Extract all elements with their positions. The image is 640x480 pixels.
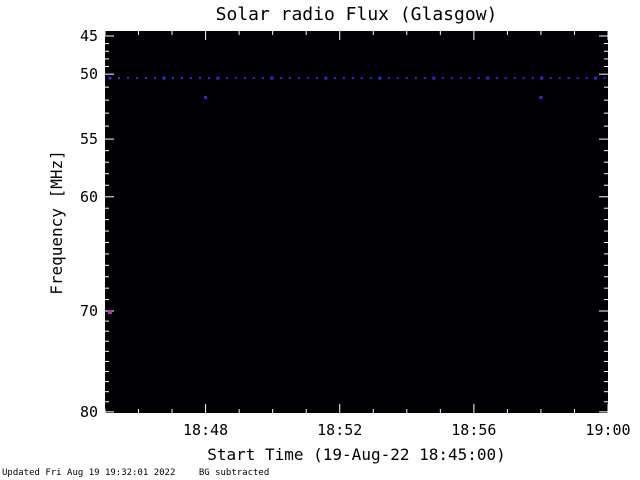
x-tick-label: 19:00	[585, 421, 631, 439]
y-tick-label: 45	[79, 26, 98, 45]
chart-title: Solar radio Flux (Glasgow)	[215, 4, 498, 25]
footer: Updated Fri Aug 19 19:32:01 2022 BG subt…	[2, 468, 269, 478]
plot-canvas	[105, 31, 608, 413]
bg-subtracted-note: BG subtracted	[198, 468, 270, 478]
y-tick-label: 50	[79, 65, 98, 84]
x-tick-label: 18:52	[317, 421, 363, 439]
x-tick-labels: 18:48 18:52 18:56 19:00	[105, 421, 631, 441]
plot-area	[105, 31, 608, 413]
y-tick-label: 60	[79, 187, 98, 206]
x-axis-label: Start Time (19-Aug-22 18:45:00)	[207, 445, 506, 464]
y-tick-label: 55	[79, 130, 98, 149]
x-tick-label: 18:56	[451, 421, 497, 439]
y-tick-label: 80	[79, 402, 98, 421]
x-tick-label: 18:48	[183, 421, 229, 439]
updated-timestamp: Updated Fri Aug 19 19:32:01 2022	[2, 468, 176, 478]
y-tick-labels: 45 50 55 60 70 80	[58, 27, 102, 421]
y-tick-label: 70	[79, 302, 98, 320]
